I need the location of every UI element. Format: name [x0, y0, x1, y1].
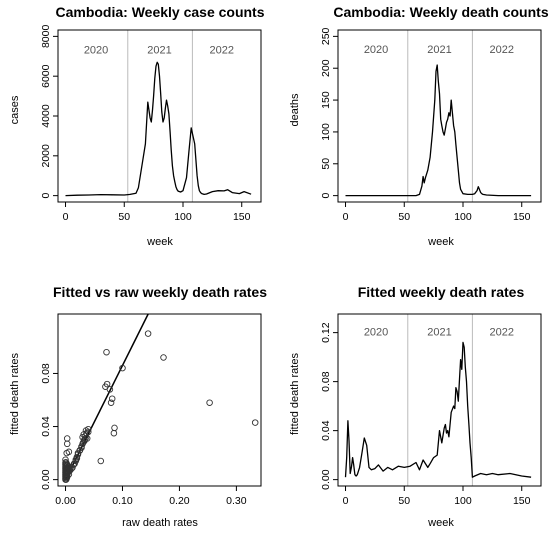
x-tick-label: 0.10 [112, 495, 133, 507]
scatter-point [63, 435, 71, 442]
year-label: 2021 [147, 44, 171, 56]
y-axis-label: fitted death rates [289, 353, 301, 435]
x-tick-label: 100 [454, 495, 472, 507]
x-tick-label: 0 [343, 495, 349, 507]
panel-fitted-weekly-rates: Fitted weekly death rates week fitted de… [289, 284, 542, 529]
scatter-point [97, 457, 105, 465]
scatter-point [108, 395, 116, 402]
y-tick-label: 0.12 [320, 322, 332, 343]
y-tick-label: 0.00 [320, 469, 332, 490]
y-tick-label: 250 [320, 27, 332, 45]
x-tick-label: 150 [233, 211, 251, 223]
scatter-point [107, 399, 115, 406]
y-tick-label: 0 [320, 193, 332, 199]
x-axis-label: week [146, 236, 173, 248]
scatter-point [119, 364, 126, 372]
scatter-point [70, 460, 78, 467]
scatter-point [110, 429, 118, 437]
y-tick-label: 4000 [40, 104, 52, 128]
y-tick-label: 0.08 [40, 363, 52, 384]
x-tick-label: 50 [398, 495, 410, 507]
y-tick-label: 8000 [40, 25, 52, 49]
scatter-point [144, 330, 152, 337]
scatter-point [63, 440, 71, 448]
y-tick-label: 0 [40, 193, 52, 199]
scatter-point [103, 348, 110, 356]
scatter-point [76, 447, 84, 454]
year-label: 2021 [427, 326, 451, 338]
year-label: 2021 [427, 44, 451, 56]
year-label: 2022 [490, 326, 514, 338]
panel-death-counts: Cambodia: Weekly death counts week death… [289, 4, 549, 248]
x-tick-label: 0.00 [55, 495, 76, 507]
scatter-point [85, 425, 92, 433]
scatter-point [83, 429, 90, 437]
y-tick-label: 2000 [40, 144, 52, 168]
x-tick-label: 0.30 [226, 495, 247, 507]
scatter-point [206, 399, 213, 406]
y-axis-label: cases [9, 95, 21, 124]
y-tick-label: 6000 [40, 64, 52, 88]
y-tick-label: 0.08 [320, 371, 332, 392]
scatter-point [103, 380, 111, 388]
plot-frame [57, 313, 262, 487]
scatter-point [111, 424, 118, 432]
scatter-point [65, 448, 73, 456]
series-line [65, 61, 252, 197]
year-label: 2020 [364, 326, 388, 338]
x-tick-label: 0.20 [169, 495, 190, 507]
chart-title: Cambodia: Weekly death counts [333, 4, 548, 20]
panel-case-counts: Cambodia: Weekly case counts week cases … [9, 4, 265, 248]
chart-title: Fitted vs raw weekly death rates [53, 284, 267, 300]
x-tick-label: 150 [513, 495, 531, 507]
y-tick-label: 0.04 [320, 420, 332, 441]
x-tick-label: 100 [174, 211, 192, 223]
year-label: 2020 [364, 44, 388, 56]
chart-title: Fitted weekly death rates [358, 284, 525, 300]
x-tick-label: 0 [63, 211, 69, 223]
y-axis-label: fitted death rates [9, 353, 21, 435]
y-tick-label: 50 [320, 158, 332, 170]
y-tick-label: 200 [320, 59, 332, 77]
scatter-point [106, 386, 114, 393]
scatter-point [79, 433, 86, 441]
y-tick-label: 100 [320, 123, 332, 141]
y-tick-label: 150 [320, 91, 332, 109]
panel-fitted-vs-raw: Fitted vs raw weekly death rates raw dea… [9, 284, 267, 529]
series-line [345, 64, 532, 197]
scatter-point [251, 419, 259, 426]
x-tick-label: 100 [454, 211, 472, 223]
y-axis-label: deaths [289, 93, 301, 127]
x-axis-label: week [427, 517, 454, 529]
y-tick-label: 0.00 [40, 469, 52, 490]
year-label: 2022 [490, 44, 514, 56]
chart-title: Cambodia: Weekly case counts [55, 4, 264, 20]
x-tick-label: 50 [118, 211, 130, 223]
plot-frame [337, 313, 542, 487]
series-line [344, 341, 532, 478]
x-tick-label: 0 [343, 211, 349, 223]
x-tick-label: 150 [513, 211, 531, 223]
scatter-point [73, 453, 81, 461]
plot-frame [337, 29, 542, 203]
year-label: 2020 [84, 44, 108, 56]
x-axis-label: raw death rates [122, 517, 198, 529]
x-tick-label: 50 [398, 211, 410, 223]
x-axis-label: week [427, 236, 454, 248]
y-tick-label: 0.04 [40, 416, 52, 437]
scatter-point [160, 354, 167, 361]
year-label: 2022 [210, 44, 234, 56]
